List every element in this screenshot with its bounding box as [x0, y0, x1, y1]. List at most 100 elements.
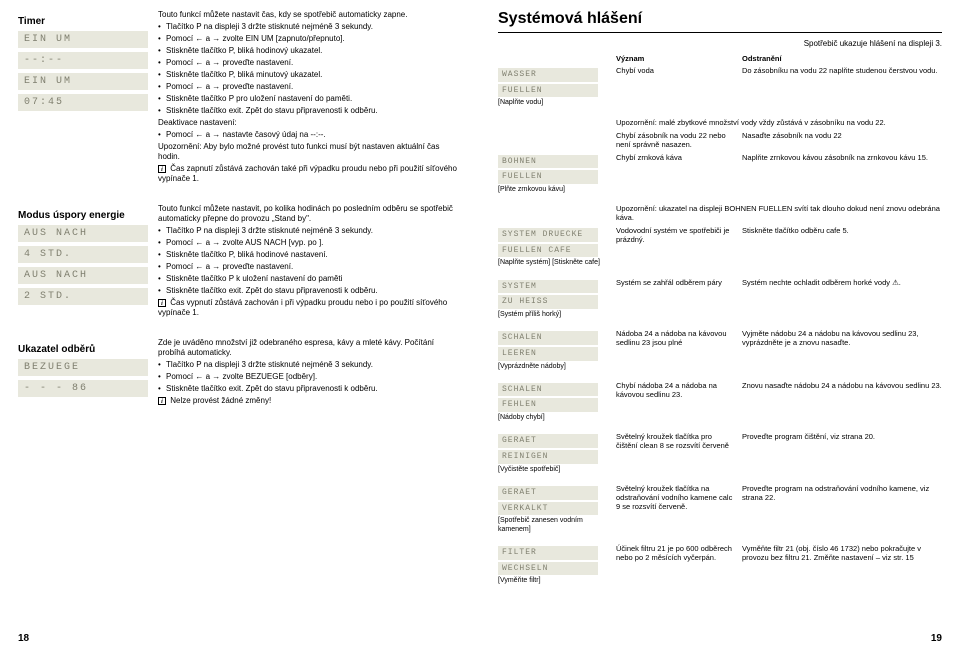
table-cell-display: GERAET REINIGEN [Vyčistěte spotřebič] [498, 432, 608, 480]
table-cell-display: SCHALEN LEEREN [Vyprázdněte nádoby] [498, 329, 608, 377]
info-icon: i [158, 299, 166, 307]
table-cell-meaning: Systém se zahřál odběrem páry [616, 278, 734, 326]
table-cell-meaning: Nádoba 24 a nádoba na kávovou sedlinu 23… [616, 329, 734, 377]
lcd-line: AUS NACH [18, 225, 148, 242]
messages-table: VýznamOdstraněníWASSERFUELLEN[Naplňte vo… [498, 54, 942, 596]
table-cell-meaning: Vodovodní systém ve spotřebiči je prázdn… [616, 226, 734, 274]
table-cell-fix: Proveďte program čištění, viz strana 20. [742, 432, 942, 480]
table-cell-fix: Nasaďte zásobník na vodu 22 [742, 131, 942, 149]
table-cell-meaning: Světelný kroužek tlačítka pro čištění cl… [616, 432, 734, 480]
table-cell-fix: Vyměňte filtr 21 (obj. číslo 46 1732) ne… [742, 544, 942, 592]
table-header: Odstranění [742, 54, 942, 63]
table-cell-fix: Proveďte program na odstraňování vodního… [742, 484, 942, 540]
table-cell-fix: Do zásobníku na vodu 22 naplňte studenou… [742, 66, 942, 114]
instruction-item: Tlačítko P na displeji 3 držte stisknuté… [158, 22, 462, 32]
instruction-item: Pomocí ← a → zvolte BEZUEGE [odběry]. [158, 372, 462, 382]
instruction-item: Pomocí ← a → nastavte časový údaj na --:… [158, 130, 462, 140]
lcd-line: SYSTEM DRUECKE [498, 228, 598, 242]
section-heading: Modus úspory energie [18, 210, 148, 221]
info-note: i Čas zapnutí zůstává zachován také při … [158, 164, 462, 184]
lcd-line: BEZUEGE [18, 359, 148, 376]
left-page: Timer EIN UM --:-- EIN UM 07:45 Touto funkcí … [0, 0, 480, 652]
section-heading: Ukazatel odběrů [18, 344, 148, 355]
instruction-item: Pomocí ← a → proveďte nastavení. [158, 262, 462, 272]
instruction-item: Stiskněte tlačítko exit. Zpět do stavu p… [158, 286, 462, 296]
info-icon: i [158, 397, 166, 405]
lcd-line: SYSTEM [498, 280, 598, 294]
lcd-caption: [Spotřebič zanesen vodním kamenem] [498, 517, 608, 534]
instruction-item: Tlačítko P na displeji 3 držte stisknuté… [158, 226, 462, 236]
table-cell-meaning: Chybí voda [616, 66, 734, 114]
lcd-caption: [Systém příliš horký] [498, 311, 608, 319]
lcd-caption: [Vyčistěte spotřebič] [498, 466, 608, 474]
table-cell-fix: Systém nechte ochladit odběrem horké vod… [742, 278, 942, 326]
table-cell-display: SYSTEMZU HEISS [Systém příliš horký] [498, 278, 608, 326]
lcd-caption: [Nádoby chybí] [498, 414, 608, 422]
lcd-line: GERAET [498, 486, 598, 500]
lcd-line: WECHSELN [498, 562, 598, 576]
body-text: Deaktivace nastavení: [158, 118, 462, 128]
lcd-line: 4 STD. [18, 246, 148, 263]
lcd-line: EIN UM [18, 73, 148, 90]
table-cell-display [498, 131, 608, 149]
right-title: Systémová hlášení [498, 10, 942, 33]
lcd-line: SCHALEN [498, 383, 598, 397]
lcd-line: FUELLEN [498, 170, 598, 184]
table-cell-fix: Stiskněte tlačítko odběru cafe 5. [742, 226, 942, 274]
page-number-right: 19 [931, 633, 942, 644]
right-subtitle: Spotřebič ukazuje hlášení na displeji 3. [498, 39, 942, 48]
lcd-line: --:-- [18, 52, 148, 69]
table-cell-fix: Znovu nasaďte nádobu 24 a nádobu na kávo… [742, 381, 942, 429]
lcd-caption: [Naplňte vodu] [498, 99, 608, 107]
lcd-line: ZU HEISS [498, 295, 598, 309]
lcd-line: LEEREN [498, 347, 598, 361]
instruction-item: Stiskněte tlačítko P, bliká hodinový uka… [158, 46, 462, 56]
table-cell-display: SYSTEM DRUECKEFUELLEN CAFE[Naplňte systé… [498, 226, 608, 274]
lcd-line: BOHNEN [498, 155, 598, 169]
instruction-item: Pomocí ← a → zvolte EIN UM [zapnuto/přep… [158, 34, 462, 44]
table-note: Upozornění: ukazatel na displeji BOHNEN … [616, 204, 942, 222]
lcd-caption: [Vyměňte filtr] [498, 577, 608, 585]
table-cell-display: FILTER WECHSELN[Vyměňte filtr] [498, 544, 608, 592]
lcd-line: - - - 86 [18, 380, 148, 397]
lcd-line: FUELLEN CAFE [498, 244, 598, 258]
lcd-line: REINIGEN [498, 450, 598, 464]
lcd-caption: [Vyprázdněte nádoby] [498, 363, 608, 371]
instruction-item: Tlačítko P na displeji 3 držte stisknuté… [158, 360, 462, 370]
lcd-line: FUELLEN [498, 84, 598, 98]
table-cell-meaning: Světelný kroužek tlačítka na odstraňován… [616, 484, 734, 540]
table-cell-fix: Naplňte zrnkovou kávou zásobník na zrnko… [742, 153, 942, 201]
table-cell-meaning: Chybí nádoba 24 a nádoba na kávovou sedl… [616, 381, 734, 429]
lcd-line: GERAET [498, 434, 598, 448]
body-text: Touto funkcí můžete nastavit, po kolika … [158, 204, 462, 224]
instruction-item: Stiskněte tlačítko P k uložení nastavení… [158, 274, 462, 284]
body-text: Zde je uváděno množství již odebraného e… [158, 338, 462, 358]
instruction-item: Stiskněte tlačítko P pro uložení nastave… [158, 94, 462, 104]
lcd-caption: [Plňte zrnkovou kávu] [498, 186, 608, 194]
page-number-left: 18 [18, 633, 29, 644]
body-text: Upozornění: Aby bylo možné provést tuto … [158, 142, 462, 162]
lcd-line: 07:45 [18, 94, 148, 111]
lcd-line: FEHLEN [498, 398, 598, 412]
lcd-line: VERKALKT [498, 502, 598, 516]
table-header [498, 54, 608, 63]
body-text: Touto funkcí můžete nastavit čas, kdy se… [158, 10, 462, 20]
right-page: Systémová hlášení Spotřebič ukazuje hláš… [480, 0, 960, 652]
instruction-item: Pomocí ← a → zvolte AUS NACH [vyp. po ]. [158, 238, 462, 248]
table-cell-fix: Vyjměte nádobu 24 a nádobu na kávovou se… [742, 329, 942, 377]
lcd-line: SCHALEN [498, 331, 598, 345]
table-cell-meaning: Chybí zásobník na vodu 22 nebo není sprá… [616, 131, 734, 149]
table-cell-meaning: Chybí zrnková káva [616, 153, 734, 201]
lcd-line: 2 STD. [18, 288, 148, 305]
instruction-item: Stiskněte tlačítko exit. Zpět do stavu p… [158, 106, 462, 116]
table-cell-display: SCHALENFEHLEN [Nádoby chybí] [498, 381, 608, 429]
lcd-line: AUS NACH [18, 267, 148, 284]
lcd-line: WASSER [498, 68, 598, 82]
lcd-line: EIN UM [18, 31, 148, 48]
instruction-item: Stiskněte tlačítko exit. Zpět do stavu p… [158, 384, 462, 394]
instruction-item: Stiskněte tlačítko P, bliká hodinové nas… [158, 250, 462, 260]
table-cell-display: WASSER FUELLEN[Naplňte vodu] [498, 66, 608, 114]
lcd-line: FILTER [498, 546, 598, 560]
section-heading: Timer [18, 16, 148, 27]
table-cell-meaning: Účinek filtru 21 je po 600 odběrech nebo… [616, 544, 734, 592]
